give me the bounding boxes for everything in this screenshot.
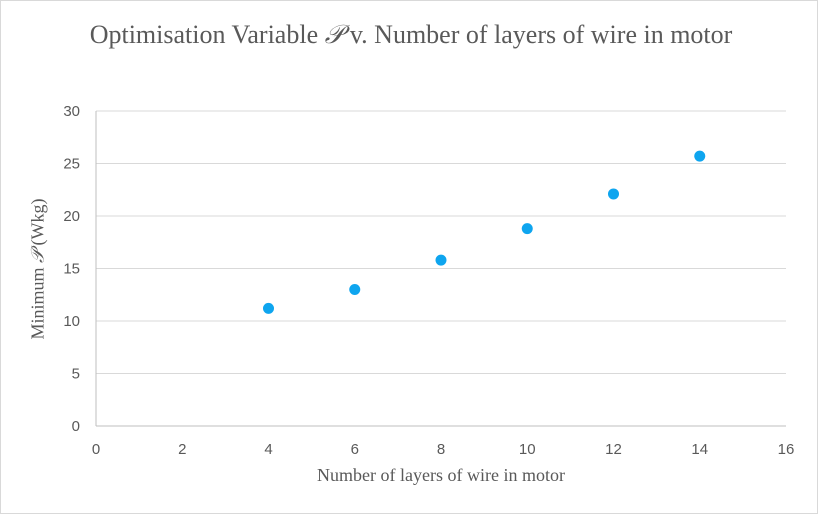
chart-title-symbol: 𝒫	[324, 20, 344, 49]
chart-title-prefix: Optimisation Variable	[89, 20, 325, 49]
y-tick-labels: 0 5 10 15 20 25 30	[63, 103, 80, 435]
x-tick-label-10: 10	[519, 441, 536, 458]
x-tick-label-12: 12	[605, 441, 622, 458]
y-tick-label-30: 30	[63, 103, 80, 120]
chart-title-suffix: v. Number of layers of wire in motor	[343, 20, 733, 49]
y-axis-title: Minimum 𝒫 (Wkg)	[28, 199, 49, 340]
x-tick-label-2: 2	[178, 441, 186, 458]
y-tick-label-25: 25	[63, 156, 80, 173]
x-tick-labels: 0 2 4 6 8 10 12 14 16	[92, 441, 795, 458]
y-tick-label-15: 15	[63, 261, 80, 278]
y-axis-title-prefix: Minimum	[27, 262, 48, 340]
x-tick-label-4: 4	[264, 441, 272, 458]
data-point-14	[694, 150, 706, 162]
x-tick-label-8: 8	[437, 441, 445, 458]
y-tick-label-20: 20	[63, 208, 80, 225]
x-tick-label-0: 0	[92, 441, 100, 458]
data-point-4	[263, 302, 274, 314]
y-tick-label-0: 0	[72, 418, 80, 435]
y-tick-label-10: 10	[63, 313, 80, 330]
gridlines	[96, 110, 786, 374]
data-point-6	[349, 284, 361, 295]
y-axis-title-suffix: (Wkg)	[27, 198, 48, 250]
data-point-10	[521, 223, 533, 235]
x-tick-label-6: 6	[351, 441, 359, 458]
data-point-12	[608, 188, 619, 200]
data-point-8	[435, 254, 447, 266]
axes	[95, 111, 786, 427]
data-points	[263, 150, 706, 314]
x-axis-title: Number of layers of wire in motor	[317, 465, 565, 485]
y-axis-title-symbol: 𝒫	[27, 249, 48, 263]
y-tick-label-5: 5	[72, 366, 80, 383]
x-tick-label-14: 14	[691, 441, 708, 458]
chart-title: Optimisation Variable 𝒫 v. Number of lay…	[81, 19, 741, 51]
x-tick-label-16: 16	[778, 441, 795, 458]
